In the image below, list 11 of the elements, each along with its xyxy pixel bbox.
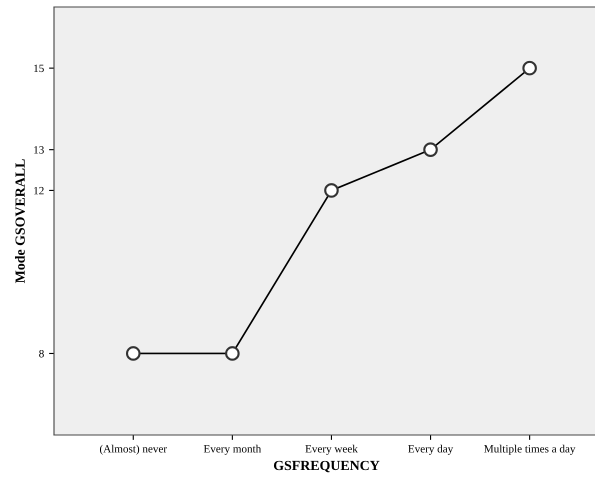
x-tick-label: Every week bbox=[305, 444, 358, 455]
y-tick-label: 15 bbox=[34, 64, 44, 72]
x-tick-label: Every month bbox=[204, 444, 262, 455]
x-tick-label: (Almost) never bbox=[100, 444, 167, 455]
x-tick-label: Multiple times a day bbox=[484, 444, 576, 455]
x-axis-title: GSFREQUENCY bbox=[274, 460, 380, 472]
y-axis-title: Mode GSOVERALL bbox=[15, 159, 25, 284]
y-tick-label: 13 bbox=[34, 146, 44, 154]
y-tick-label: 12 bbox=[34, 186, 44, 194]
x-tick-label: Every day bbox=[408, 444, 454, 455]
y-tick-label: 8 bbox=[39, 350, 44, 358]
